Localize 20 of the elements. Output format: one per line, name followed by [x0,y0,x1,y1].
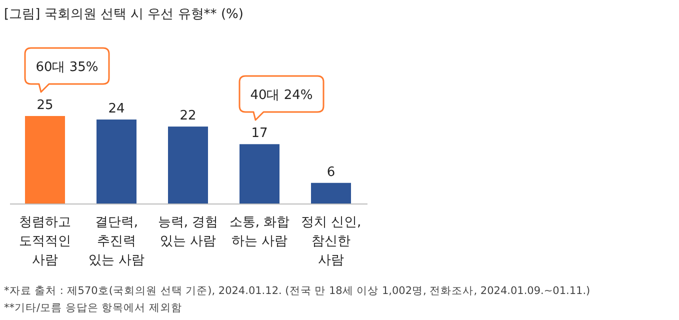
bar [311,182,351,204]
text: 40대 24% [250,88,313,103]
bar [96,120,136,204]
x-tick-label: 소통, 화합 하는 사람 [229,215,290,249]
bar [240,144,280,204]
text: 60대 35% [36,60,98,75]
data-label: 24 [108,102,125,117]
bar [25,116,65,204]
data-label: 17 [251,126,268,142]
text: *자료 출처 : 제570호(국회의원 선택 기준), 2024.01.12. (전국 만 18세 이상 1,002명, 전화조사, 2024.01.09.~01.11.) [4,285,590,297]
x-tick-label: 능력, 경험 있는 사람 [158,215,218,249]
data-label: 25 [36,98,54,113]
x-tick-label: 정치 신인, 참신한 사람 [300,215,362,268]
data-label: 22 [180,108,196,124]
bar [168,126,208,204]
text: **기타/모름 응답은 항목에서 제외함 [4,302,182,314]
data-label: 6 [326,164,336,180]
x-tick-label: 결단력, 추진력 있는 사람 [88,215,145,268]
x-tick-label: 청렴하고 도적적인 사람 [19,215,71,268]
chart-title: [그림] 국회의원 선택 시 우선 유형** (%) [4,7,244,22]
